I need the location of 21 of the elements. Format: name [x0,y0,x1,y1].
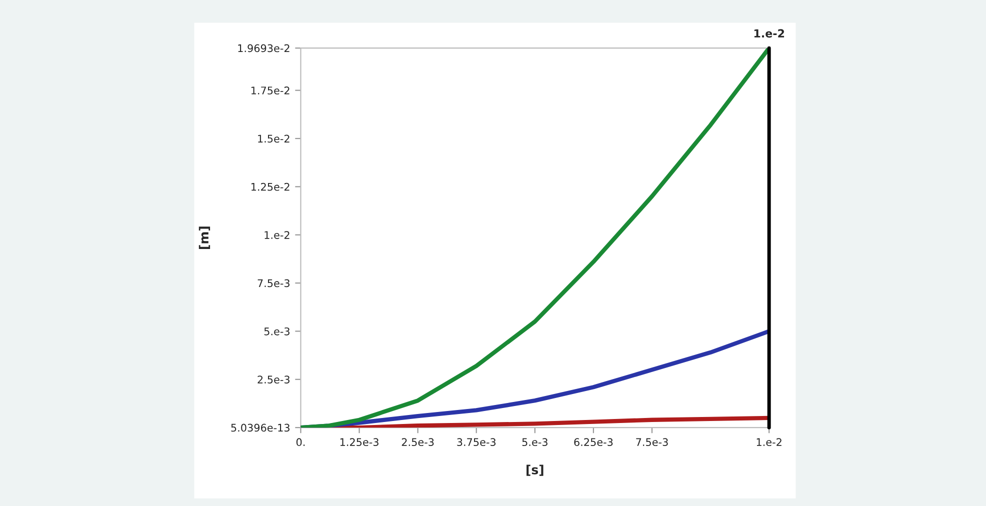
y-tick-label: 7.5e-3 [258,279,290,288]
y-axis-title: [m] [198,226,210,249]
x-tick-label: 2.5e-3 [402,438,434,446]
y-tick-label: 1.25e-2 [251,182,290,191]
x-tick-label: 1.e-2 [756,438,782,446]
x-tick-label: 6.25e-3 [574,438,613,446]
y-tick-label: 2.5e-3 [258,376,290,384]
x-tick-label: 0. [296,438,305,446]
line-series [300,48,770,428]
y-tick-label: 1.9693e-2 [238,44,290,52]
y-tick-label: 1.75e-2 [251,86,290,94]
x-tick-label: 5.e-3 [522,438,548,446]
y-tick-label: 1.e-2 [264,231,290,239]
y-tick-label: 5.0396e-13 [231,424,290,432]
y-tick-label: 1.5e-2 [258,134,290,143]
y-tick-label: 5.e-3 [264,327,290,336]
x-tick-label: 3.75e-3 [457,438,496,446]
x-tick-label: 7.5e-3 [636,438,668,446]
x-tick-label: 1.25e-3 [340,438,378,446]
x-axis-title: [s] [526,464,544,476]
ref-line-label: 1.e-2 [754,29,784,38]
